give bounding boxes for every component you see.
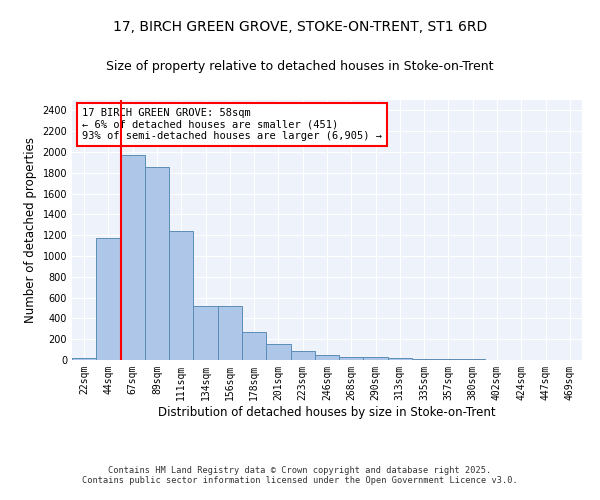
- Bar: [290, 351, 315, 360]
- Bar: [96, 238, 121, 360]
- Bar: [121, 154, 145, 360]
- Text: 17 BIRCH GREEN GROVE: 58sqm
← 6% of detached houses are smaller (451)
93% of sem: 17 BIRCH GREEN GROVE: 58sqm ← 6% of deta…: [82, 108, 382, 141]
- Bar: [266, 344, 290, 360]
- Bar: [169, 230, 193, 360]
- Bar: [72, 358, 96, 360]
- Bar: [339, 356, 364, 360]
- Bar: [242, 332, 266, 360]
- Bar: [145, 167, 169, 360]
- Text: Contains HM Land Registry data © Crown copyright and database right 2025.
Contai: Contains HM Land Registry data © Crown c…: [82, 466, 518, 485]
- Bar: [388, 358, 412, 360]
- X-axis label: Distribution of detached houses by size in Stoke-on-Trent: Distribution of detached houses by size …: [158, 406, 496, 418]
- Y-axis label: Number of detached properties: Number of detached properties: [24, 137, 37, 323]
- Bar: [193, 306, 218, 360]
- Bar: [218, 306, 242, 360]
- Bar: [364, 356, 388, 360]
- Bar: [315, 355, 339, 360]
- Text: 17, BIRCH GREEN GROVE, STOKE-ON-TRENT, ST1 6RD: 17, BIRCH GREEN GROVE, STOKE-ON-TRENT, S…: [113, 20, 487, 34]
- Bar: [412, 359, 436, 360]
- Text: Size of property relative to detached houses in Stoke-on-Trent: Size of property relative to detached ho…: [106, 60, 494, 73]
